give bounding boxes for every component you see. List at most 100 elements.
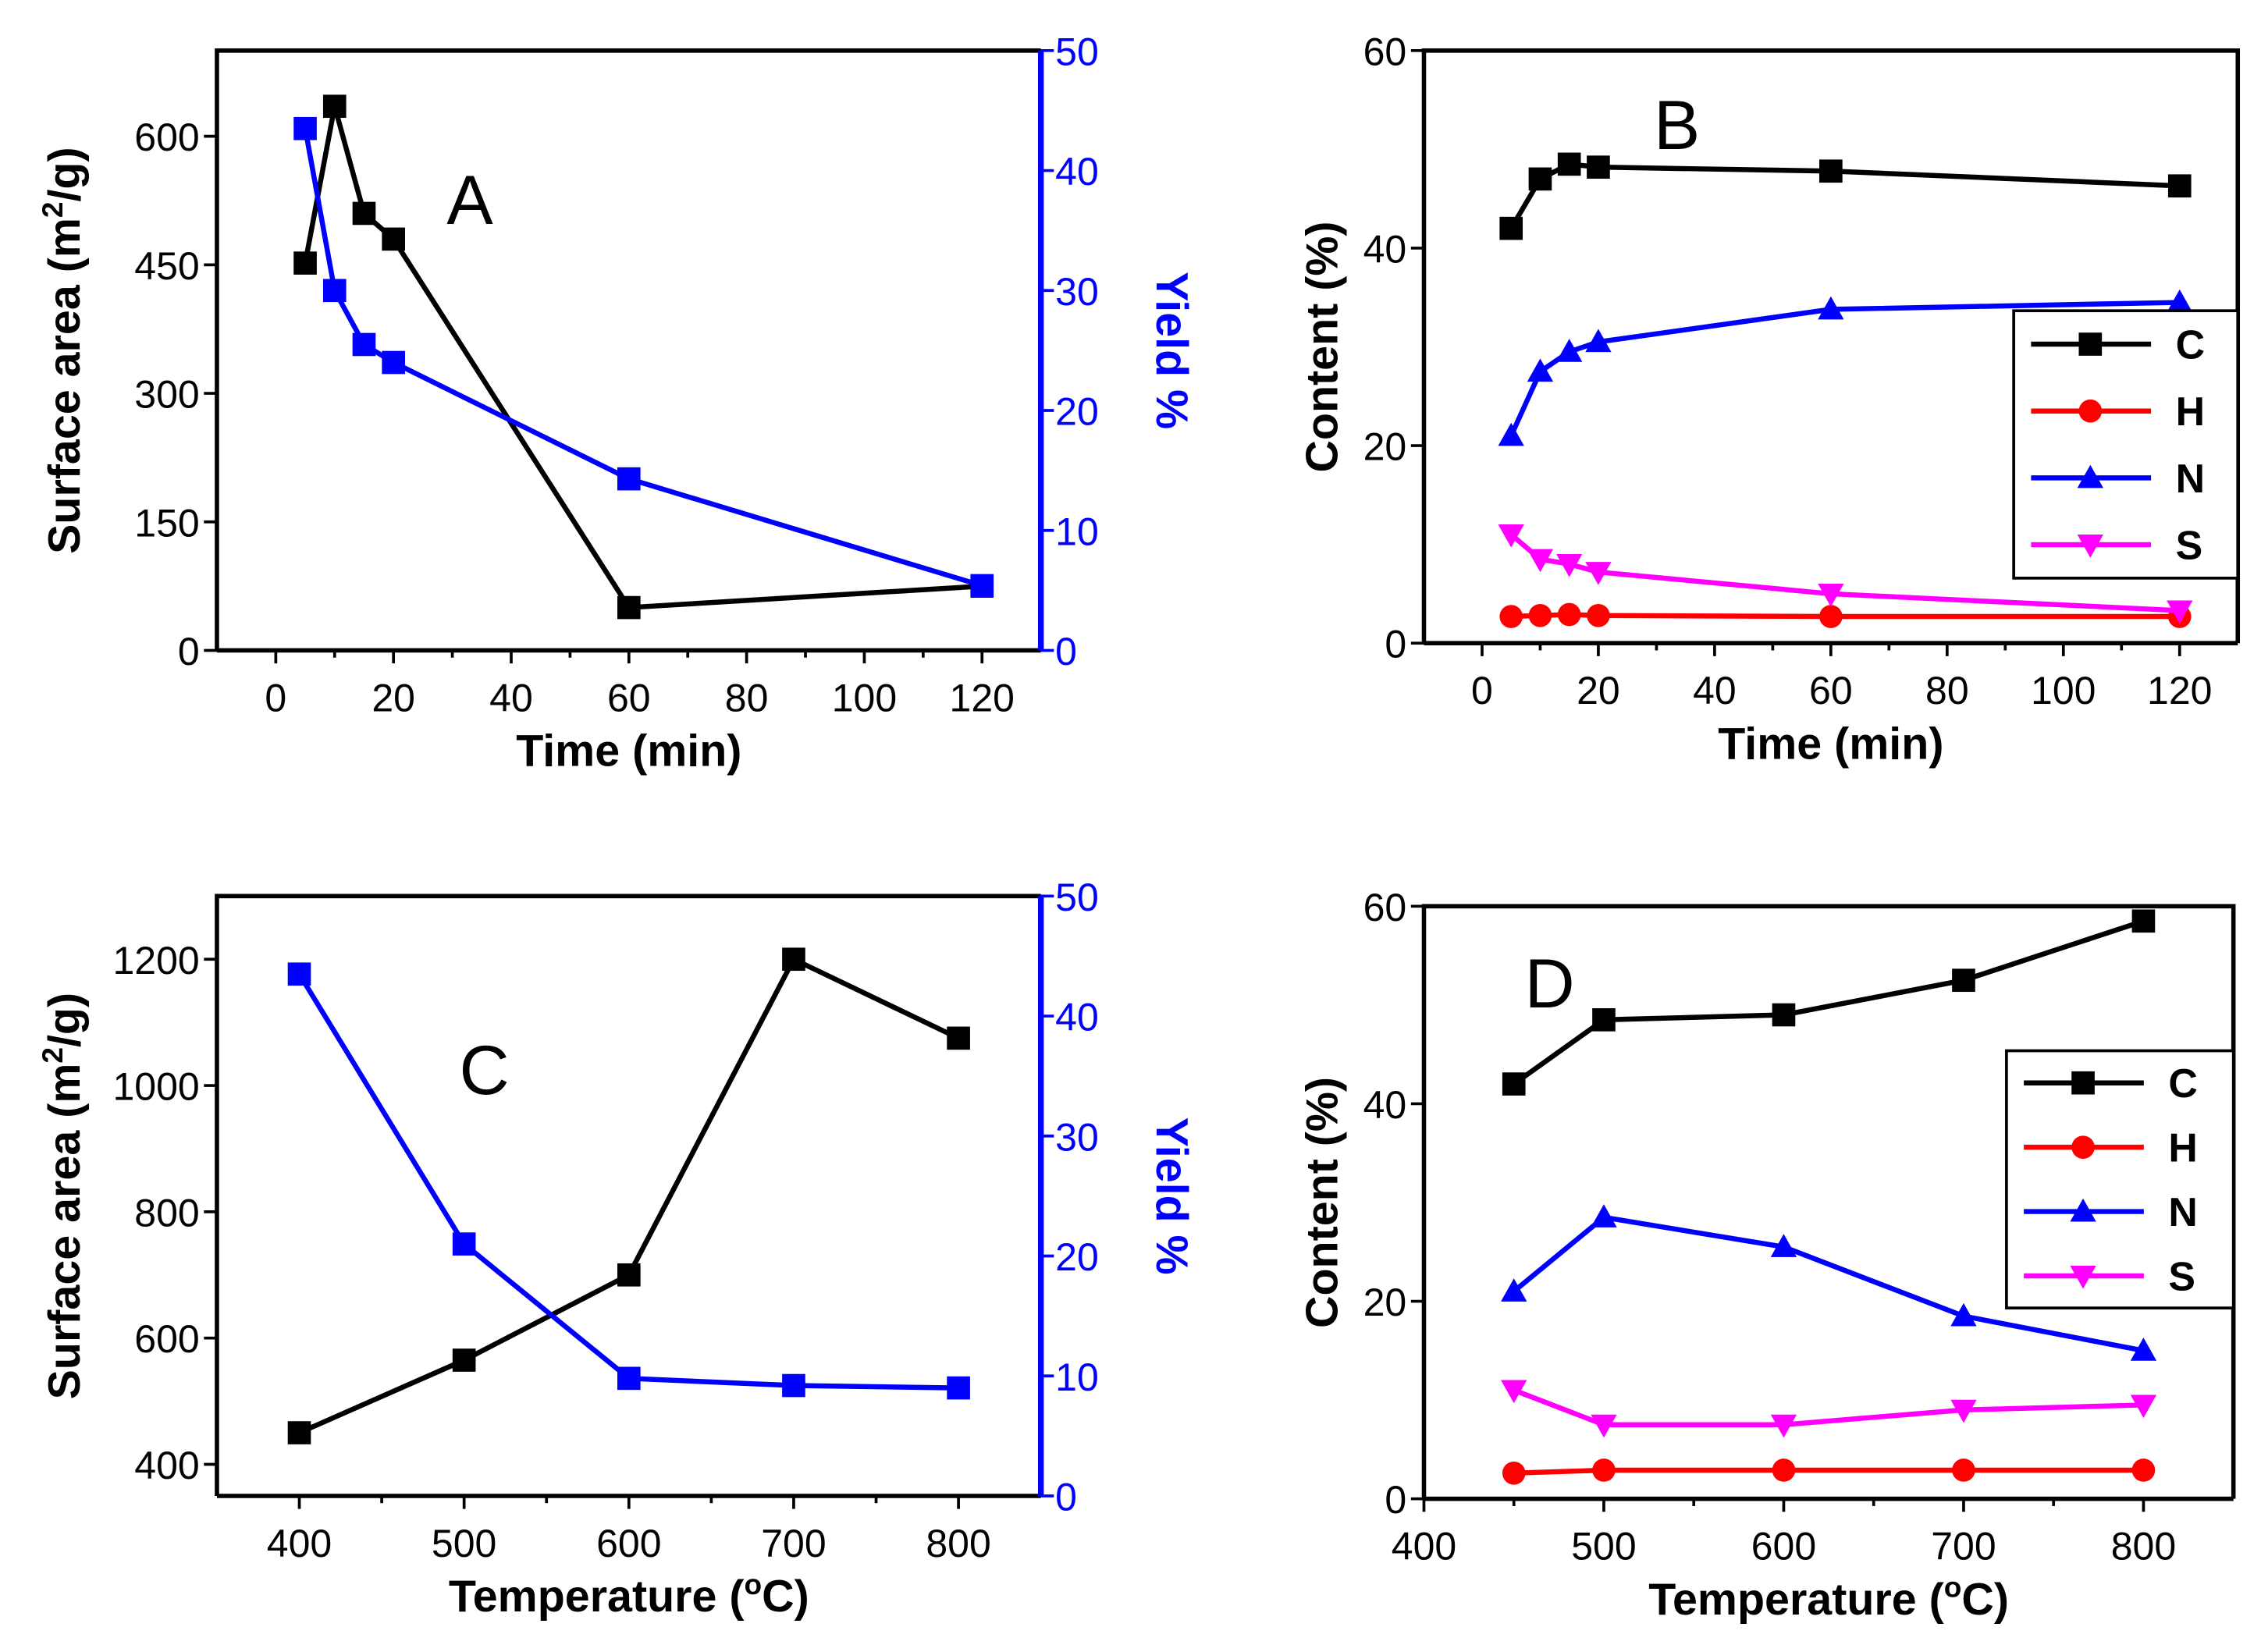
series-c [1499, 152, 2192, 240]
y2-tick-label: 10 [1055, 510, 1099, 553]
x-axis-label-part: Temperature ( [1648, 1575, 1944, 1625]
series-surface-area [293, 94, 994, 620]
legend-box [2012, 309, 2240, 580]
data-point [1587, 603, 1610, 627]
y-tick-label: 40 [1363, 227, 1407, 271]
data-point [1819, 159, 1843, 183]
data-point [452, 1232, 476, 1256]
data-point [2167, 174, 2192, 198]
data-point [293, 116, 317, 140]
legend-box [2005, 1049, 2235, 1310]
y-tick-label: 60 [1363, 30, 1407, 73]
data-point [782, 1373, 805, 1398]
y-axis-label: Surface area (m2/g) [36, 147, 90, 554]
y-axis-label: Content (%) [1297, 1077, 1347, 1328]
x-tick-label: 60 [607, 676, 651, 719]
data-point [322, 94, 347, 119]
data-point [1527, 358, 1554, 382]
data-point [1592, 1458, 1616, 1482]
x-tick-label: 100 [2031, 669, 2096, 712]
x-tick-label: 60 [1809, 669, 1853, 712]
panel-d: 400 500 600 700 800 0 20 40 60 Temperature (oC) Co… [1297, 886, 2236, 1625]
y-axis-label: Surface area (m2/g) [36, 993, 90, 1400]
series-h [1502, 1458, 2156, 1485]
data-point [1770, 1234, 1797, 1257]
data-point [287, 962, 311, 986]
data-point [1770, 1414, 1797, 1438]
legend-label: H [2168, 1125, 2197, 1171]
x-axis-label-part: C) [1961, 1575, 2009, 1625]
y2-axis-label: Yield % [1146, 1117, 1196, 1275]
data-point [970, 574, 994, 598]
x-tick-label: 800 [2111, 1524, 2176, 1568]
y-tick-label: 600 [134, 1317, 199, 1361]
y-tick-label: 20 [1363, 425, 1407, 469]
data-point [2167, 289, 2193, 313]
series-line [297, 972, 959, 1391]
y-tick-label: 1000 [112, 1065, 199, 1109]
data-point [1557, 152, 1581, 176]
x-tick-label: 80 [1925, 669, 1969, 712]
y2-tick-label: 0 [1055, 630, 1077, 673]
panel-b: 0 20 40 60 80 100 120 0 20 40 60 Time (min) Content … [1297, 30, 2241, 769]
y-axis-label-part: Surface area (m [40, 218, 90, 554]
legend-marker [2070, 1266, 2096, 1289]
data-point [617, 467, 641, 491]
x-axis-label-part: C) [762, 1572, 809, 1622]
data-point [1528, 167, 1552, 191]
data-point [2130, 1338, 2157, 1361]
series-s [1501, 1380, 2157, 1438]
legend-marker [2078, 332, 2103, 356]
data-point [1502, 1461, 1526, 1485]
series-line [298, 955, 960, 1436]
data-point [1499, 216, 1523, 240]
y-tick-label: 20 [1363, 1281, 1407, 1324]
panel-label: C [459, 1032, 509, 1109]
legend-label: S [2168, 1254, 2195, 1299]
data-point [2131, 909, 2156, 933]
x-axis-label-part: Temperature ( [449, 1572, 745, 1622]
data-point [1556, 339, 1583, 362]
data-point [1818, 296, 1844, 320]
x-tick-label: 500 [1571, 1524, 1636, 1568]
series-line [1509, 162, 2180, 230]
y2-tick-label: 10 [1055, 1355, 1099, 1399]
data-point [287, 1421, 311, 1444]
data-point [1819, 605, 1843, 628]
data-point [947, 1026, 970, 1050]
x-axis-label: Time (min) [516, 727, 741, 776]
legend-marker [2071, 1135, 2095, 1159]
data-point [382, 350, 405, 375]
legend-marker [2077, 464, 2103, 488]
x-tick-label: 120 [950, 676, 1015, 719]
series-c [1502, 909, 2156, 1096]
plot-frame [215, 48, 1041, 653]
panel-c: 400 500 600 700 800 400 600 800 1000 1200 0 10 20 30 4… [36, 876, 1196, 1622]
data-point [1772, 1458, 1796, 1482]
legend-label: N [2176, 456, 2205, 501]
y2-tick-label: 0 [1055, 1475, 1077, 1519]
y-axis-label: Content (%) [1297, 221, 1347, 472]
x-tick-label: 700 [1931, 1524, 1996, 1568]
y-axis-label-part: /g) [40, 993, 90, 1047]
series-line [302, 105, 983, 610]
y-axis-label-part: 2 [36, 202, 69, 218]
x-tick-label: 400 [267, 1522, 332, 1565]
x-axis-label-part: o [744, 1568, 762, 1600]
series-n [1501, 1204, 2157, 1361]
data-point [1587, 155, 1610, 179]
y2-tick-label: 40 [1055, 150, 1099, 194]
data-point [1498, 422, 1524, 446]
series-yield [287, 962, 970, 1400]
legend-marker [2077, 535, 2103, 558]
y2-tick-label: 30 [1055, 1115, 1099, 1159]
series-line [302, 128, 983, 588]
x-tick-label: 500 [432, 1522, 496, 1565]
data-point [1592, 1008, 1616, 1032]
data-point [1501, 1380, 1527, 1404]
y-tick-label: 300 [134, 373, 199, 417]
panel-label: A [446, 162, 493, 239]
